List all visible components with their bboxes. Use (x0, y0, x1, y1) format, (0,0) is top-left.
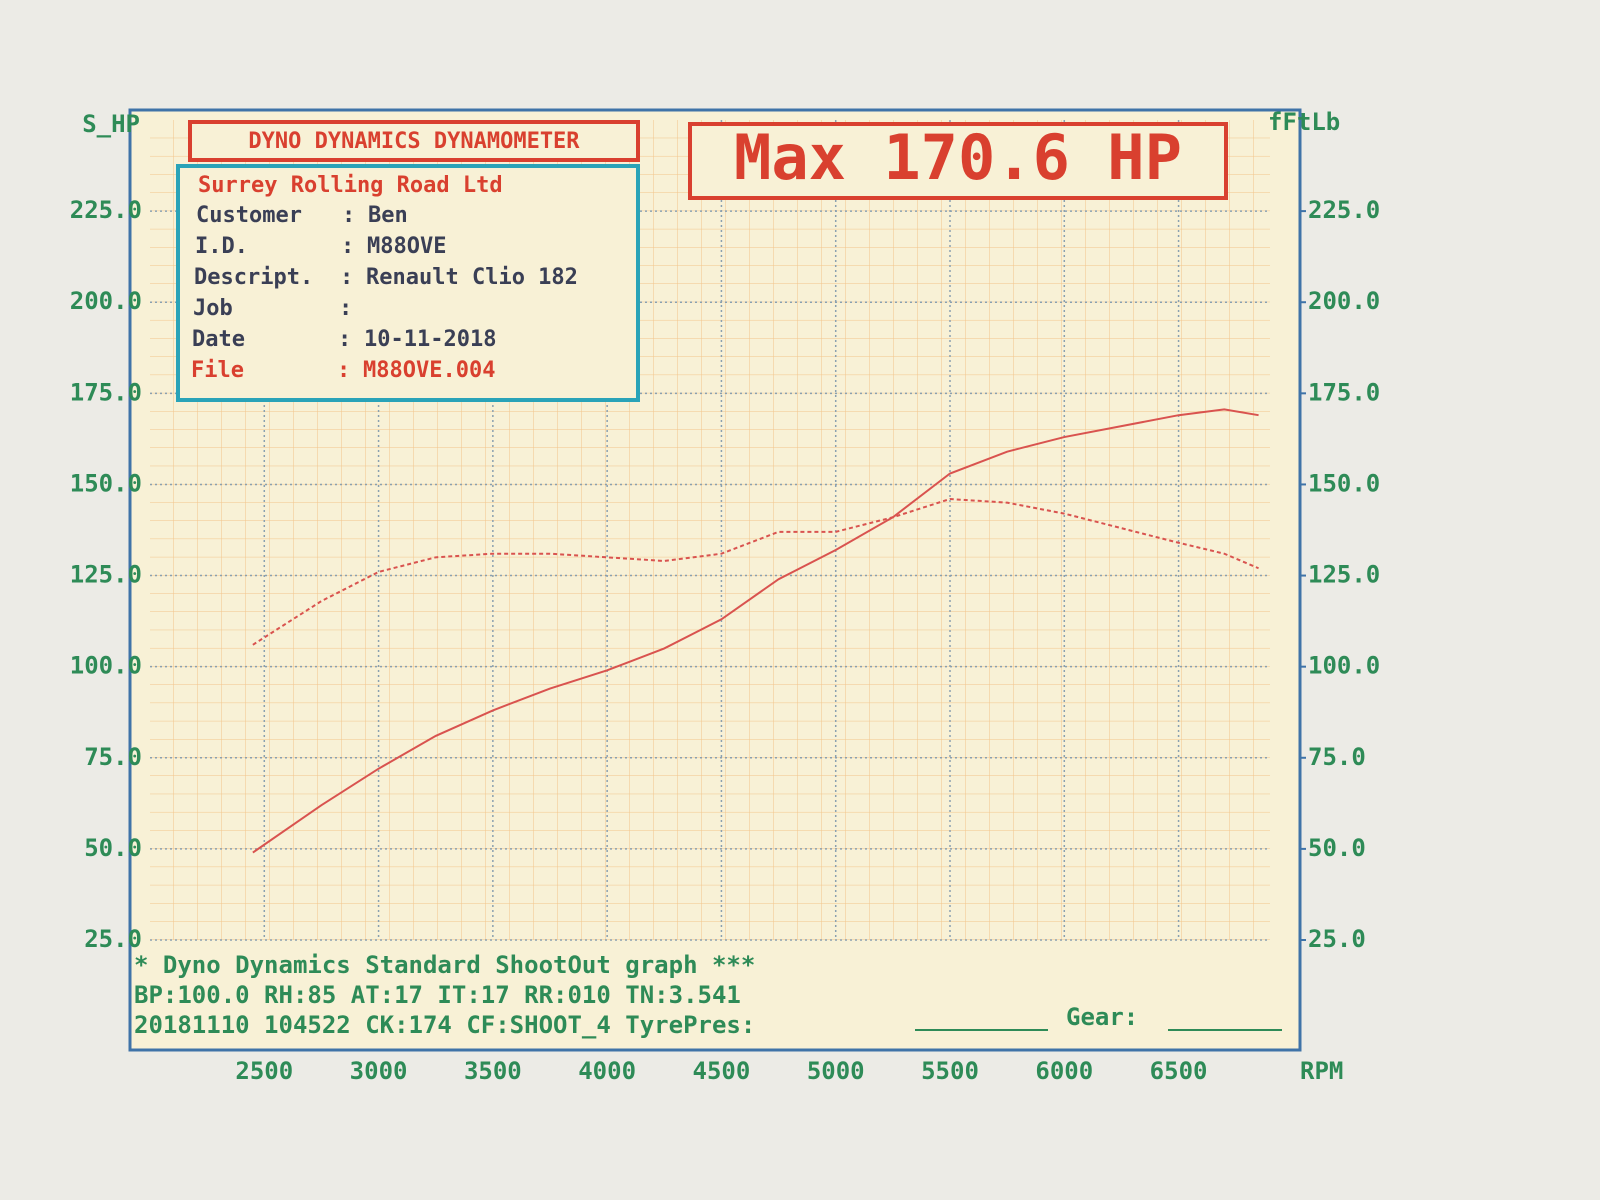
info-company: Surrey Rolling Road Ltd (198, 173, 503, 198)
field-value: Renault Clio 182 (366, 265, 578, 290)
x-tick-label: 6500 (1150, 1057, 1208, 1085)
x-tick-label: 5000 (807, 1057, 865, 1085)
field-separator: : (338, 327, 351, 352)
x-axis-label: RPM (1300, 1057, 1343, 1085)
field-value: M88OVE.004 (363, 358, 495, 383)
y-tick-label: 50.0 (84, 834, 142, 862)
x-tick-label: 4500 (693, 1057, 751, 1085)
y-tick-label: 225.0 (70, 196, 142, 224)
x-tick-label: 3500 (464, 1057, 522, 1085)
info-box (176, 164, 640, 402)
banner: Max 170.6 HP (734, 121, 1182, 194)
y-tick-label: 150.0 (70, 469, 142, 497)
y-tick-label: 25.0 (84, 925, 142, 953)
field-value: M88OVE (367, 234, 446, 259)
header-box (188, 120, 640, 162)
y2-tick-label: 25.0 (1308, 925, 1366, 953)
y-tick-label: 200.0 (70, 287, 142, 315)
x-tick-label: 2500 (235, 1057, 293, 1085)
header: DYNO DYNAMICS DYNAMOMETER (248, 129, 580, 154)
info-fields: Customer: Ben I.D.: M88OVE Descript.: Renault… (191, 203, 578, 383)
y2-axis-label: fFtLb (1268, 108, 1340, 136)
field-separator: : (337, 358, 350, 383)
footer: * Dyno Dynamics Standard ShootOut graph … (134, 951, 755, 1039)
field-separator: : (341, 234, 354, 259)
field-separator: : (339, 296, 352, 321)
y2-tick-label: 200.0 (1308, 287, 1380, 315)
y-axis-label: S_HP (82, 110, 140, 138)
lines (252, 408, 1259, 854)
y2-tick-label: 225.0 (1308, 196, 1380, 224)
x-tick-label: 5500 (921, 1057, 979, 1085)
y2-tick-label: 175.0 (1308, 378, 1380, 406)
field-value: Ben (368, 203, 408, 228)
series-line (252, 498, 1259, 646)
field-label: Descript. (194, 265, 313, 290)
x-tick-label: 6000 (1035, 1057, 1093, 1085)
banner-box (688, 122, 1228, 200)
y-tick-label: 125.0 (70, 561, 142, 589)
y-tick-label: 100.0 (70, 652, 142, 680)
field-label: Job (193, 296, 233, 321)
y2-tick-label: 75.0 (1308, 743, 1366, 771)
y2-tick-label: 50.0 (1308, 834, 1366, 862)
field-value: 10-11-2018 (364, 327, 496, 352)
field-label: Customer (196, 203, 302, 228)
footer-line: 20181110 104522 CK:174 CF:SHOOT_4 TyrePr… (134, 1011, 755, 1039)
footer-line: BP:100.0 RH:85 AT:17 IT:17 RR:010 TN:3.5… (134, 981, 741, 1009)
field-separator: : (342, 203, 355, 228)
series-line (252, 408, 1259, 854)
field-label: Date (192, 327, 245, 352)
y-tick-label: 75.0 (84, 743, 142, 771)
field-label: File (191, 358, 244, 383)
y2-tick-label: 125.0 (1308, 561, 1380, 589)
y2-tick-label: 100.0 (1308, 652, 1380, 680)
field-separator: : (340, 265, 353, 290)
y2-tick-label: 150.0 (1308, 469, 1380, 497)
y-tick-label: 175.0 (70, 378, 142, 406)
gear-label: Gear: (1066, 1003, 1138, 1031)
x-tick-label: 4000 (578, 1057, 636, 1085)
field-label: I.D. (195, 234, 248, 259)
footer-line: * Dyno Dynamics Standard ShootOut graph … (134, 951, 755, 979)
x-tick-label: 3000 (350, 1057, 408, 1085)
